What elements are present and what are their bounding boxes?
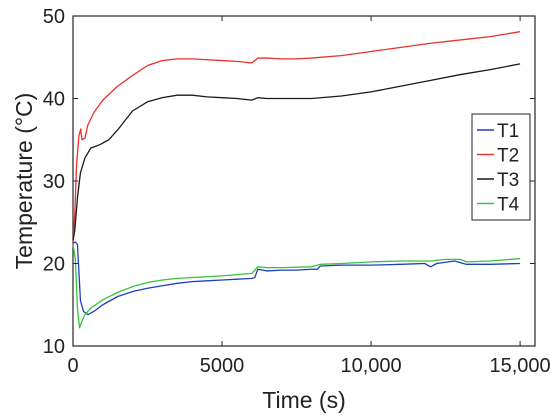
legend-label-t1: T1: [497, 121, 519, 142]
x-tick-label: 0: [67, 355, 78, 377]
series-lines: [72, 31, 521, 329]
plot-area: [72, 15, 536, 347]
y-axis-label: Temperature (°C): [11, 93, 37, 270]
series-line-t2: [72, 31, 521, 243]
legend-box: [471, 113, 531, 221]
y-tick-label: 20: [43, 254, 65, 276]
x-tick-label: 10,000: [340, 355, 401, 377]
legend-label-t2: T2: [497, 146, 519, 167]
series-line-t1: [72, 241, 521, 316]
y-tick-label: 10: [43, 336, 65, 358]
x-tick-label: 5000: [200, 355, 245, 377]
y-tick-label: 30: [43, 171, 65, 193]
legend: T1 T2 T3 T4: [471, 113, 531, 221]
legend-label-t4: T4: [497, 195, 520, 216]
x-axis-label: Time (s): [262, 387, 345, 413]
y-axis: 10 20 30 40 50: [43, 6, 535, 358]
legend-label-t3: T3: [497, 170, 519, 191]
y-tick-label: 50: [43, 6, 65, 28]
series-line-t4: [72, 244, 521, 329]
series-line-t3: [72, 63, 521, 241]
x-axis: 0 5000 10,000 15,000: [67, 16, 550, 377]
y-tick-label: 40: [43, 89, 65, 111]
x-tick-label: 15,000: [490, 355, 550, 377]
